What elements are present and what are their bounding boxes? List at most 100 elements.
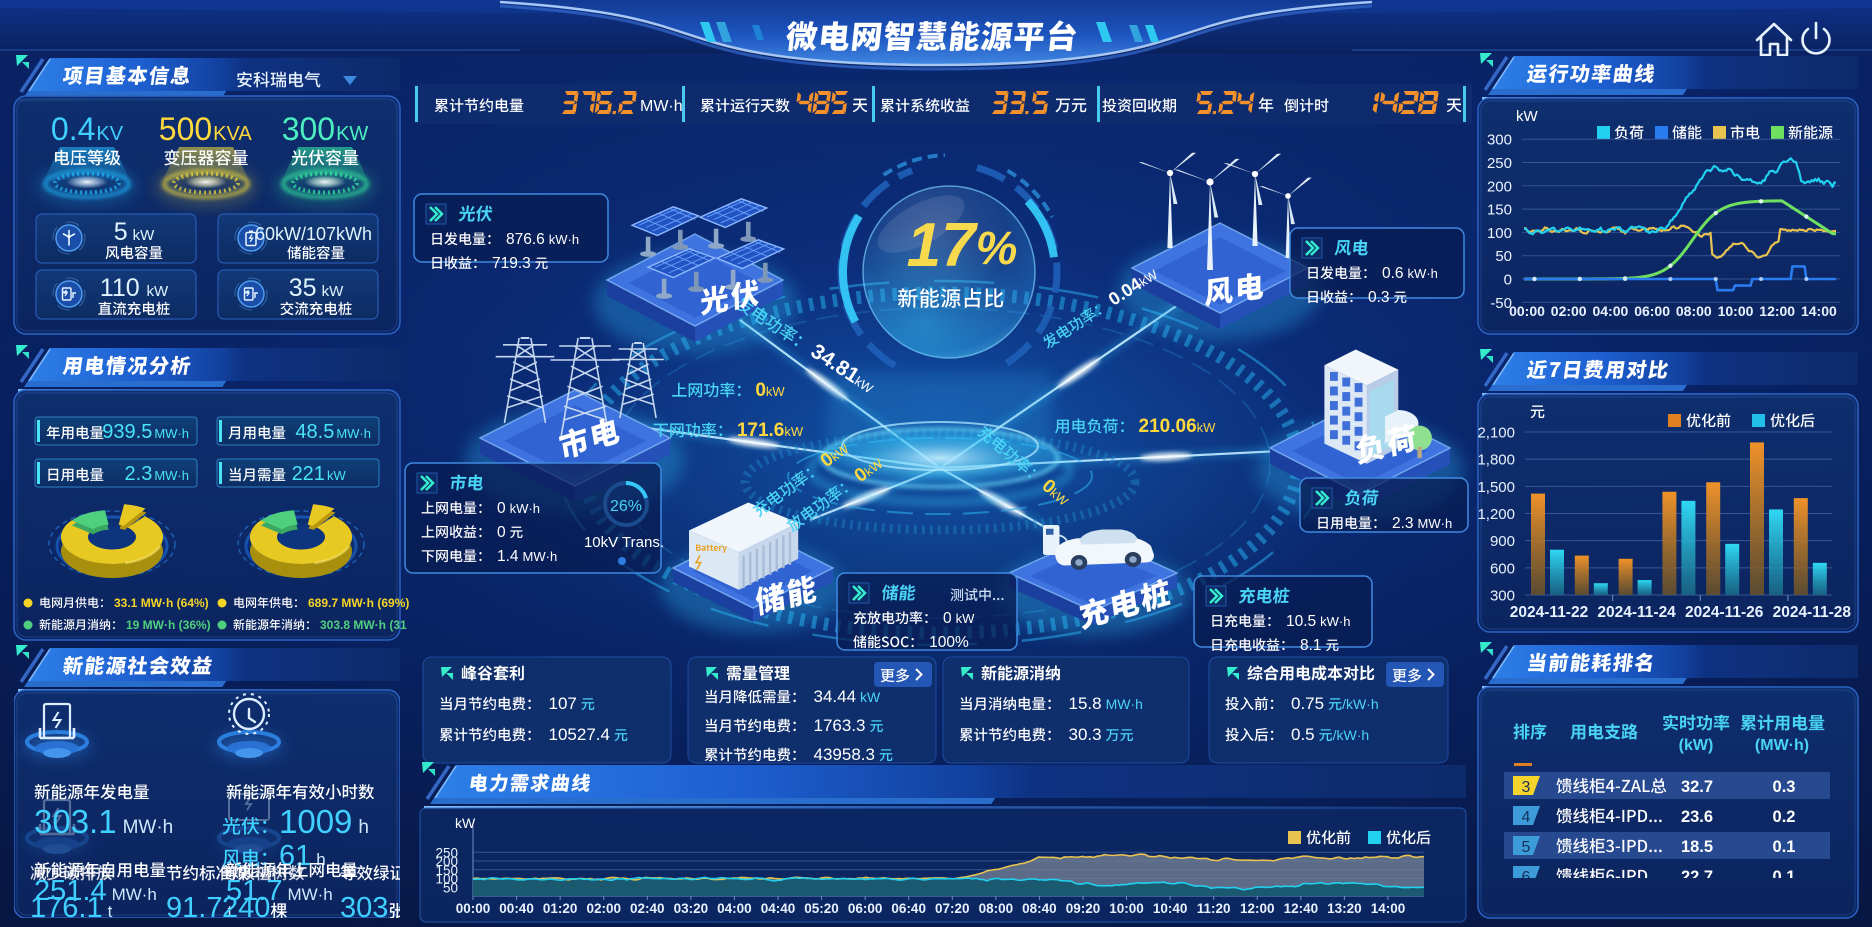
svg-text:06:00: 06:00 <box>848 901 883 916</box>
svg-text:51.7: 51.7 <box>226 875 282 907</box>
svg-text:MW·h: MW·h <box>1106 696 1143 712</box>
svg-text:0.6: 0.6 <box>1382 265 1404 282</box>
svg-text:5: 5 <box>1522 839 1531 856</box>
svg-text:kW: kW <box>327 468 347 483</box>
svg-text:KV: KV <box>96 123 123 145</box>
svg-text:-50: -50 <box>1490 295 1512 312</box>
svg-text:100: 100 <box>1487 225 1512 242</box>
svg-text:0.3: 0.3 <box>1773 778 1796 796</box>
svg-text:43958.3: 43958.3 <box>814 745 875 764</box>
svg-text:t: t <box>227 902 232 921</box>
svg-text:08:40: 08:40 <box>1022 901 1057 916</box>
svg-text:KW: KW <box>336 123 368 145</box>
svg-text:kW: kW <box>455 815 476 831</box>
svg-text:60kW/107kWh: 60kW/107kWh <box>255 224 372 244</box>
svg-text:48.5: 48.5 <box>295 421 334 443</box>
svg-text:6: 6 <box>1522 869 1531 886</box>
svg-text:251.4: 251.4 <box>34 875 107 907</box>
svg-text:MW·h: MW·h <box>123 817 174 838</box>
svg-text:06:40: 06:40 <box>891 901 926 916</box>
svg-text:10:00: 10:00 <box>1718 303 1754 319</box>
svg-text:/kW·h: /kW·h <box>1333 727 1370 743</box>
svg-text:02:40: 02:40 <box>630 901 665 916</box>
svg-text:10:40: 10:40 <box>1153 901 1188 916</box>
svg-text:0: 0 <box>497 500 506 517</box>
svg-text:1,500: 1,500 <box>1477 479 1515 496</box>
svg-text:MW·h: MW·h <box>154 426 189 441</box>
svg-text:MW·h: MW·h <box>640 98 683 115</box>
svg-text:t: t <box>108 902 113 921</box>
svg-text:600: 600 <box>1490 560 1515 577</box>
svg-text:110: 110 <box>100 274 140 302</box>
svg-text:1,800: 1,800 <box>1477 452 1515 469</box>
svg-text:h: h <box>358 817 369 838</box>
svg-text:kW: kW <box>1197 420 1217 435</box>
svg-text:08:00: 08:00 <box>1676 303 1712 319</box>
svg-text:300: 300 <box>1490 588 1515 605</box>
svg-text:240: 240 <box>222 892 270 924</box>
svg-text:303.8 MW·h (31: 303.8 MW·h (31 <box>320 618 407 632</box>
svg-text:2024-11-24: 2024-11-24 <box>1597 604 1676 621</box>
svg-text:05:20: 05:20 <box>804 901 839 916</box>
svg-text:35: 35 <box>289 274 317 302</box>
svg-text:12:40: 12:40 <box>1284 901 1319 916</box>
svg-text:MW·h: MW·h <box>336 426 371 441</box>
svg-text:91.7: 91.7 <box>166 892 222 924</box>
svg-text:150: 150 <box>1487 202 1512 219</box>
svg-text:MW·h: MW·h <box>523 549 558 564</box>
svg-text:kW·h: kW·h <box>1408 266 1438 281</box>
svg-text:09:20: 09:20 <box>1066 901 1101 916</box>
svg-text:4: 4 <box>1522 809 1531 826</box>
svg-text:0.4: 0.4 <box>51 111 95 147</box>
svg-text:04:00: 04:00 <box>1592 303 1628 319</box>
svg-text:0.2: 0.2 <box>1773 808 1796 826</box>
svg-text:00:00: 00:00 <box>1509 303 1545 319</box>
svg-text:02:00: 02:00 <box>1551 303 1587 319</box>
svg-text:12:00: 12:00 <box>1759 303 1795 319</box>
svg-text:03:20: 03:20 <box>674 901 709 916</box>
svg-text:06:00: 06:00 <box>1634 303 1670 319</box>
svg-text:14:00: 14:00 <box>1371 901 1406 916</box>
svg-text:01:20: 01:20 <box>543 901 578 916</box>
svg-text:32.7: 32.7 <box>1681 778 1713 796</box>
svg-text:10:00: 10:00 <box>1109 901 1144 916</box>
svg-text:303: 303 <box>340 892 388 924</box>
svg-text:17: 17 <box>907 211 978 280</box>
svg-text:kW: kW <box>956 611 976 626</box>
svg-text:876.6: 876.6 <box>506 231 545 248</box>
svg-text:0: 0 <box>755 380 766 401</box>
svg-text:23.6: 23.6 <box>1681 808 1713 826</box>
svg-text:171.6: 171.6 <box>737 420 785 441</box>
svg-text:1763.3: 1763.3 <box>814 716 866 735</box>
svg-text:04:40: 04:40 <box>761 901 796 916</box>
svg-text:0.75: 0.75 <box>1291 694 1324 713</box>
svg-text:0.5: 0.5 <box>1291 725 1315 744</box>
svg-text:8.1: 8.1 <box>1300 637 1322 654</box>
svg-text:303.1: 303.1 <box>34 803 117 840</box>
svg-text:h: h <box>316 850 325 869</box>
svg-text:MW·h: MW·h <box>112 885 157 904</box>
svg-text:0.1: 0.1 <box>1773 868 1796 886</box>
svg-text:1009: 1009 <box>279 803 352 840</box>
svg-text:(kW): (kW) <box>1679 737 1714 754</box>
svg-text:12:00: 12:00 <box>1240 901 1275 916</box>
svg-text:MW·h: MW·h <box>154 468 189 483</box>
svg-text:kW: kW <box>147 283 170 300</box>
svg-text:100%: 100% <box>929 634 969 651</box>
svg-text:MW·h: MW·h <box>1418 516 1453 531</box>
svg-text:30.3: 30.3 <box>1069 725 1102 744</box>
svg-text:150: 150 <box>435 863 458 878</box>
svg-text:KVA: KVA <box>213 123 252 145</box>
svg-text:33.1 MW·h (64%): 33.1 MW·h (64%) <box>114 596 209 610</box>
svg-text:(MW·h): (MW·h) <box>1755 737 1809 754</box>
svg-text:200: 200 <box>1487 178 1512 195</box>
svg-text:50: 50 <box>1495 248 1512 265</box>
svg-text:22.7: 22.7 <box>1681 868 1713 886</box>
svg-text:0: 0 <box>1504 272 1512 289</box>
svg-text:kW·h: kW·h <box>549 232 579 247</box>
svg-text:689.7 MW·h (69%): 689.7 MW·h (69%) <box>308 596 409 610</box>
svg-text:0.3: 0.3 <box>1368 289 1390 306</box>
svg-text:50: 50 <box>443 880 458 895</box>
svg-text:10527.4: 10527.4 <box>549 725 610 744</box>
svg-text:939.5: 939.5 <box>102 421 152 443</box>
